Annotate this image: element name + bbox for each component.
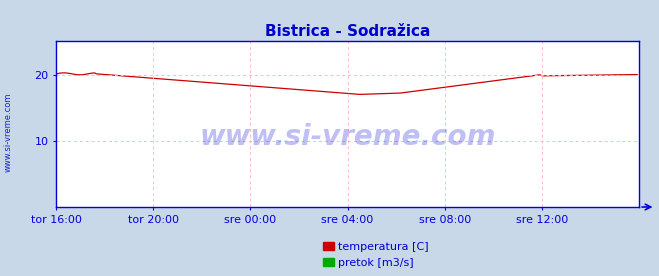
Title: Bistrica - Sodražica: Bistrica - Sodražica	[265, 24, 430, 39]
Legend: temperatura [C], pretok [m3/s]: temperatura [C], pretok [m3/s]	[322, 242, 429, 268]
Text: www.si-vreme.com: www.si-vreme.com	[3, 93, 13, 172]
Text: www.si-vreme.com: www.si-vreme.com	[200, 123, 496, 152]
